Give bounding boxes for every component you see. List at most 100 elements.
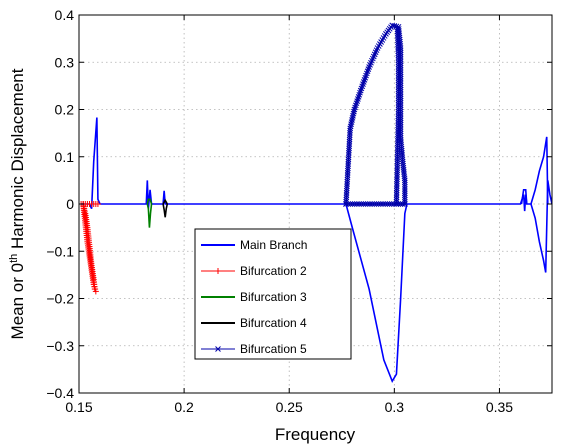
series-marker <box>350 110 357 117</box>
series-line <box>146 203 153 228</box>
series-marker <box>395 108 402 115</box>
series-marker <box>395 115 402 122</box>
series-marker <box>345 163 351 170</box>
series-marker <box>344 170 351 176</box>
series-marker <box>346 136 353 143</box>
series-marker <box>346 138 353 145</box>
series-marker <box>347 201 354 207</box>
series-marker <box>344 176 351 183</box>
legend-box <box>194 228 352 360</box>
series-marker <box>395 124 401 131</box>
series-marker <box>394 167 401 174</box>
series-marker <box>394 28 401 35</box>
series-marker <box>395 120 402 126</box>
series-marker <box>343 194 350 201</box>
series-marker <box>395 57 402 63</box>
series-marker <box>394 176 400 183</box>
series-marker <box>346 145 352 152</box>
series-marker <box>395 95 402 102</box>
legend-label: Main Branch <box>240 238 307 252</box>
series-marker <box>346 147 352 154</box>
series-marker <box>375 201 382 207</box>
series-marker <box>395 59 402 66</box>
series-marker <box>395 39 401 46</box>
series-marker <box>395 117 402 124</box>
series-marker <box>393 194 400 201</box>
series-layer <box>79 22 552 383</box>
legend-marker <box>215 268 221 274</box>
series-marker <box>349 115 356 121</box>
x-tick-label: 0.2 <box>174 399 194 415</box>
legend: Main Branch Bifurcation 2 Bifurcation 3 Bif… <box>194 228 352 360</box>
series-marker <box>347 125 354 132</box>
series-marker <box>394 35 401 41</box>
series-marker <box>395 63 402 70</box>
series-marker <box>389 22 396 29</box>
series-marker <box>394 140 401 147</box>
series-marker <box>384 201 391 207</box>
series-marker <box>351 201 358 207</box>
series-marker <box>378 201 384 207</box>
series-marker <box>395 54 402 61</box>
x-tick-label: 0.15 <box>65 399 92 415</box>
series-marker <box>394 138 401 144</box>
series-marker <box>343 185 350 192</box>
series-marker <box>395 90 402 97</box>
series-marker <box>346 143 353 150</box>
series-marker <box>345 156 352 163</box>
series-marker <box>395 88 402 95</box>
series-marker <box>395 46 401 52</box>
series-marker <box>394 32 401 39</box>
series-marker <box>393 187 400 194</box>
series-marker <box>344 183 350 190</box>
series-marker <box>354 201 360 207</box>
series-marker <box>395 104 402 111</box>
y-tick-label: 0.4 <box>55 7 75 23</box>
series-line <box>146 198 153 205</box>
series-3 <box>146 198 153 228</box>
series-marker <box>401 179 408 186</box>
series-marker <box>394 171 400 178</box>
series-marker <box>395 93 402 99</box>
series-marker <box>345 150 352 156</box>
series-marker <box>394 30 401 37</box>
series-marker <box>343 196 350 203</box>
series-marker <box>393 183 400 189</box>
series-line <box>162 203 169 218</box>
series-marker <box>369 201 375 207</box>
legend-label: Bifurcation 4 <box>240 316 307 330</box>
series-marker <box>345 158 352 165</box>
series-marker <box>397 201 404 207</box>
series-marker <box>395 68 402 75</box>
series-marker <box>362 201 369 207</box>
y-tick-label: 0.2 <box>55 102 75 118</box>
series-4 <box>162 198 169 218</box>
series-marker <box>394 26 401 33</box>
series-line <box>520 189 528 205</box>
series-marker <box>394 153 401 160</box>
series-marker <box>344 181 350 187</box>
series-marker <box>393 201 400 207</box>
series-marker <box>388 201 395 207</box>
series-marker <box>395 111 402 117</box>
series-marker <box>348 119 355 125</box>
series-marker <box>394 180 400 187</box>
series-marker <box>393 189 400 196</box>
series-marker <box>360 201 367 207</box>
series-marker <box>395 52 402 59</box>
series-marker <box>395 84 402 90</box>
y-axis-title-prefix: Mean or 0 <box>8 263 27 340</box>
y-axis-title-suffix: Harmonic Displacement <box>8 68 27 253</box>
y-tick-label: 0.3 <box>55 54 75 70</box>
series-marker <box>345 201 352 207</box>
series-marker <box>401 192 408 199</box>
legend-label: Bifurcation 3 <box>240 290 307 304</box>
series-marker <box>399 201 406 207</box>
series-marker <box>394 37 401 44</box>
series-marker <box>351 108 357 115</box>
series-marker <box>395 81 402 88</box>
series-marker <box>367 201 373 207</box>
legend-label: Bifurcation 2 <box>240 264 307 278</box>
series-marker <box>345 165 351 172</box>
